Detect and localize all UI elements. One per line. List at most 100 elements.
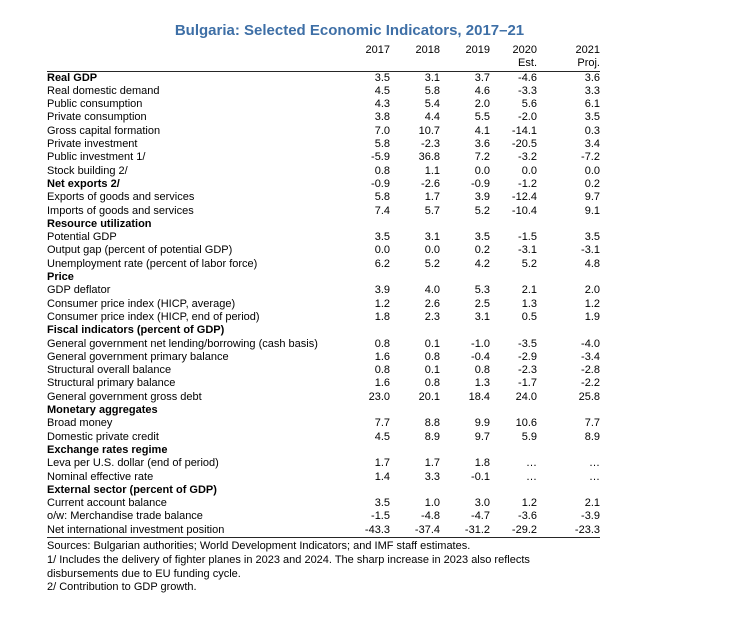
cell-value: 4.4 xyxy=(424,111,440,124)
cell-value: -2.0 xyxy=(518,111,537,124)
row-label: Nominal effective rate xyxy=(47,470,154,483)
cell-value xyxy=(390,444,440,457)
cell-value: 9.1 xyxy=(584,204,600,217)
table-row: Domestic private credit 4.5 8.9 9.7 5.9 8.9 xyxy=(47,431,600,444)
cell-value: 1.3 xyxy=(474,377,490,390)
cell-value xyxy=(537,218,600,231)
row-label: Structural primary balance xyxy=(47,377,176,390)
table-row: General government primary balance 1.6 0.8… xyxy=(47,351,600,364)
cell-value: 4.1 xyxy=(474,124,490,137)
cell-value: -3.5 xyxy=(518,337,537,350)
cell-value: 3.5 xyxy=(374,231,390,244)
cell-value: 3.3 xyxy=(584,84,600,97)
table-row: Exchange rates regime xyxy=(47,444,600,457)
cell-value: -2.2 xyxy=(581,377,600,390)
row-label: Current account balance xyxy=(47,497,167,510)
row-label: Private investment xyxy=(47,138,138,151)
cell-value: 1.2 xyxy=(584,297,600,310)
page-title: Bulgaria: Selected Economic Indicators, … xyxy=(174,22,525,39)
cell-value: 3.1 xyxy=(424,231,440,244)
cell-value: -37.4 xyxy=(390,523,440,538)
cell-value xyxy=(390,404,440,417)
cell-value: 4.0 xyxy=(424,284,440,297)
cell-value: 8.8 xyxy=(424,417,440,430)
cell-value xyxy=(537,444,600,457)
row-label: Leva per U.S. dollar (end of period) xyxy=(47,457,219,470)
row-label: Potential GDP xyxy=(47,231,117,244)
row-label: Stock building 2/ xyxy=(47,164,128,177)
cell-value: 8.9 xyxy=(584,430,600,443)
row-label: o/w: Merchandise trade balance xyxy=(47,510,203,523)
table-row: Public investment 1/ -5.9 36.8 7.2 -3.2 -7.2 xyxy=(47,151,600,164)
cell-value: 1.8 xyxy=(474,457,490,470)
cell-value: 9.7 xyxy=(474,430,490,443)
cell-value: 4.6 xyxy=(474,84,490,97)
cell-value: 20.1 xyxy=(418,390,440,403)
table-row: General government gross debt 23.0 20.1 18.… xyxy=(47,391,600,404)
cell-value: 3.1 xyxy=(474,310,490,323)
row-label: Net international investment position xyxy=(47,523,340,538)
cell-value: 1.9 xyxy=(584,310,600,323)
table-row: Exports of goods and services 5.8 1.7 3.9 -1… xyxy=(47,191,600,204)
cell-value: … xyxy=(526,470,537,483)
column-year: 2021 xyxy=(575,44,600,56)
cell-value: 1.8 xyxy=(374,310,390,323)
cell-value: 0.0 xyxy=(374,244,390,257)
cell-value: -3.6 xyxy=(518,510,537,523)
row-label: Exports of goods and services xyxy=(47,191,195,204)
cell-value xyxy=(340,271,390,284)
row-label: General government primary balance xyxy=(47,350,229,363)
cell-value: -0.4 xyxy=(471,350,490,363)
table-row: Net international investment position -43… xyxy=(47,523,600,538)
table-row: Net exports 2/ -0.9 -2.6 -0.9 -1.2 0.2 xyxy=(47,178,600,191)
cell-value: -31.2 xyxy=(440,523,490,538)
cell-value xyxy=(390,324,440,337)
column-subhead xyxy=(440,57,490,72)
cell-value xyxy=(490,271,537,284)
cell-value xyxy=(537,271,600,284)
table-row: Private consumption 3.8 4.4 5.5 -2.0 3.5 xyxy=(47,111,600,124)
cell-value xyxy=(440,324,490,337)
table-row: Private investment 5.8 -2.3 3.6 -20.5 3.4 xyxy=(47,138,600,151)
cell-value: -0.1 xyxy=(471,470,490,483)
table-row: General government net lending/borrowing… xyxy=(47,338,600,351)
row-label: Consumer price index (HICP, end of perio… xyxy=(47,310,260,323)
cell-value: -20.5 xyxy=(511,138,537,151)
cell-value: -4.0 xyxy=(581,337,600,350)
cell-value: 3.0 xyxy=(474,497,490,510)
table-row: Nominal effective rate 1.4 3.3 -0.1…… xyxy=(47,471,600,484)
table-row: Broad money 7.7 8.8 9.9 10.6 7.7 xyxy=(47,417,600,430)
cell-value: -1.5 xyxy=(518,231,537,244)
column-year: 2019 xyxy=(465,44,490,56)
cell-value: -3.4 xyxy=(581,350,600,363)
row-label: Domestic private credit xyxy=(47,430,159,443)
row-label: Monetary aggregates xyxy=(47,404,158,417)
cell-value: 0.2 xyxy=(474,244,490,257)
cell-value: -1.7 xyxy=(518,377,537,390)
cell-value: 0.0 xyxy=(521,164,537,177)
row-label: Output gap (percent of potential GDP) xyxy=(47,244,233,257)
cell-value: 10.6 xyxy=(515,417,537,430)
cell-value: 2.6 xyxy=(424,297,440,310)
cell-value: -2.9 xyxy=(518,350,537,363)
footnotes: 1/ Includes the delivery of fighter plan… xyxy=(47,554,600,595)
cell-value xyxy=(440,218,490,231)
cell-value: 2.0 xyxy=(584,284,600,297)
cell-value xyxy=(537,324,600,337)
table-header: 2017 2018 2019 2020 2021 Est. Proj. xyxy=(47,44,600,72)
cell-value: 0.2 xyxy=(584,177,600,190)
cell-value: 3.4 xyxy=(584,138,600,151)
cell-value: 0.0 xyxy=(424,244,440,257)
cell-value: -5.9 xyxy=(371,151,390,164)
cell-value: -4.6 xyxy=(518,71,537,84)
cell-value xyxy=(440,404,490,417)
cell-value: -7.2 xyxy=(581,151,600,164)
table-block: Bulgaria: Selected Economic Indicators, … xyxy=(47,22,600,595)
row-label: Fiscal indicators (percent of GDP) xyxy=(47,324,225,337)
cell-value: 3.5 xyxy=(374,497,390,510)
cell-value: -43.3 xyxy=(340,523,390,538)
cell-value: 24.0 xyxy=(515,390,537,403)
cell-value xyxy=(537,484,600,497)
cell-value: 1.3 xyxy=(521,297,537,310)
cell-value: -2.8 xyxy=(581,364,600,377)
